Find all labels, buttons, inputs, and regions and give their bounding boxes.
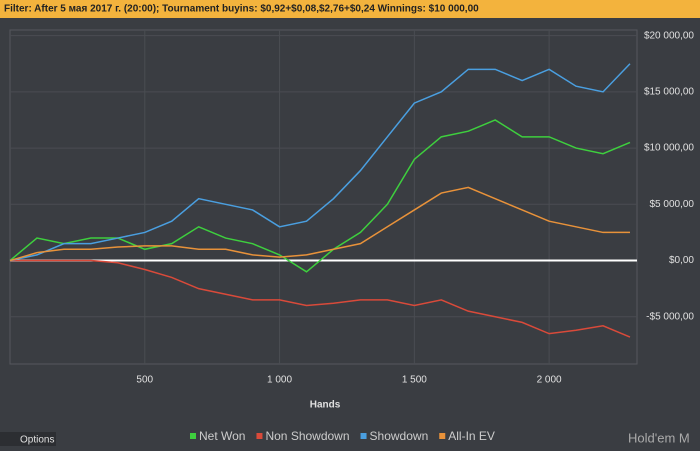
x-tick-label: 2 000 — [537, 375, 562, 386]
x-axis-label: Hands — [310, 400, 341, 411]
legend-swatch — [360, 433, 367, 439]
y-tick-label: $0,00 — [669, 255, 694, 266]
y-tick-label: $10 000,00 — [644, 143, 694, 154]
series-line — [10, 259, 631, 338]
legend-label: Non Showdown — [265, 429, 349, 443]
legend-swatch — [190, 433, 196, 439]
x-tick-label: 500 — [136, 375, 153, 386]
series-line — [9, 63, 631, 262]
plot-area — [9, 29, 638, 365]
legend-label: Showdown — [370, 429, 429, 443]
y-tick-label: $5 000,00 — [650, 199, 695, 210]
options-button[interactable] — [0, 432, 56, 446]
legend-swatch — [256, 433, 263, 439]
x-tick-label: 1 000 — [267, 375, 292, 386]
legend-label: All-In EV — [448, 429, 495, 443]
legend-swatch — [439, 433, 446, 439]
options-label[interactable]: Options — [20, 435, 54, 446]
filter-text: Filter: After 5 мая 2017 г. (20:00); Tou… — [4, 4, 479, 15]
series-line — [9, 186, 630, 262]
y-tick-label: -$5 000,00 — [646, 311, 694, 322]
filter-bar — [0, 0, 700, 18]
y-tick-label: $15 000,00 — [644, 86, 694, 97]
y-tick-label: $20 000,00 — [644, 30, 694, 41]
x-tick-label: 1 500 — [402, 375, 427, 386]
tab-label[interactable]: Hold'em M — [628, 430, 690, 445]
legend-label: Net Won — [199, 429, 245, 443]
series-line — [9, 119, 631, 273]
